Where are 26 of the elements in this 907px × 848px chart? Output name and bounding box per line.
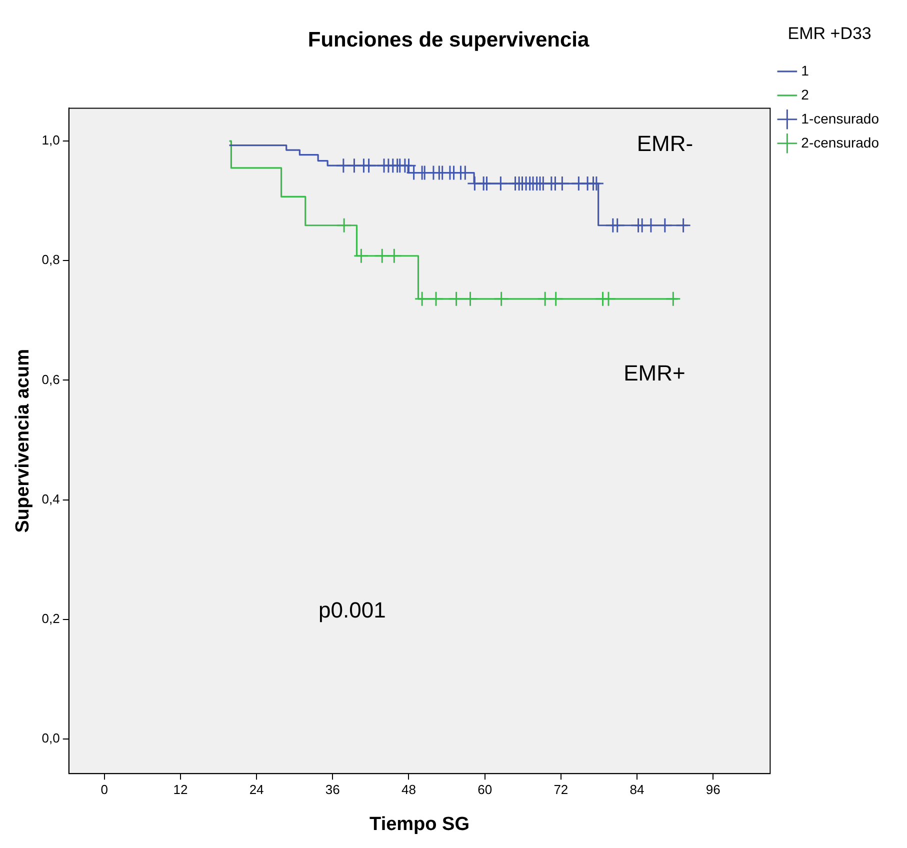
x-tick-label: 96 [706, 782, 720, 797]
y-axis-title: Supervivencia acum [12, 349, 34, 533]
chart-title: Funciones de supervivencia [308, 28, 590, 52]
legend-label: 2 [801, 86, 810, 102]
y-tick-label: 0,0 [42, 730, 60, 746]
annotation: p0.001 [318, 597, 386, 622]
y-tick-label: 1,0 [42, 132, 60, 148]
y-tick-label: 0,8 [42, 252, 60, 268]
legend-title: EMR +D33 [788, 24, 872, 44]
x-tick-label: 72 [554, 782, 568, 797]
y-tick-label: 0,2 [42, 610, 60, 626]
x-tick-label: 24 [249, 782, 264, 797]
legend-label: 2-censurado [801, 134, 880, 150]
x-tick-label: 12 [173, 782, 188, 797]
annotation: EMR+ [624, 360, 686, 386]
x-axis-title: Tiempo SG [370, 814, 470, 835]
legend-label: 1 [801, 62, 810, 78]
x-tick-label: 36 [325, 782, 340, 797]
y-tick-label: 0,6 [42, 372, 60, 387]
x-tick-label: 60 [478, 782, 492, 797]
x-tick-label: 0 [100, 782, 108, 797]
y-tick-label: 0,4 [42, 491, 60, 506]
legend-label: 1-censurado [801, 110, 880, 126]
x-tick-label: 84 [630, 782, 644, 797]
x-tick-label: 48 [402, 782, 416, 797]
annotation: EMR- [636, 130, 694, 156]
